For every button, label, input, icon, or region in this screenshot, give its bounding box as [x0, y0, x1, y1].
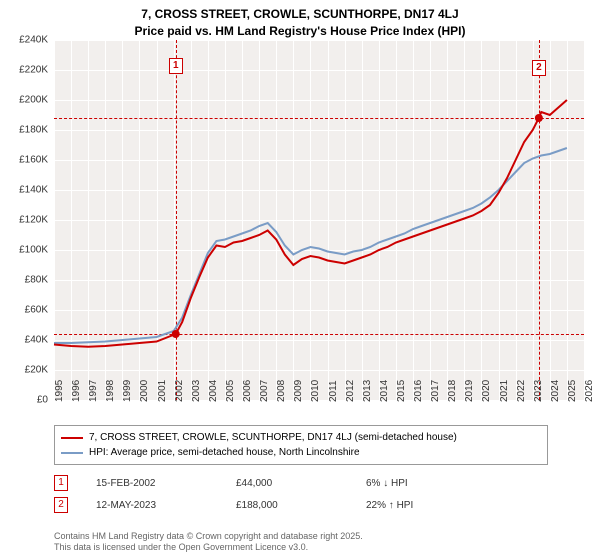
transaction-date: 12-MAY-2023 [96, 500, 236, 511]
y-axis-label: £0 [37, 395, 48, 406]
legend-swatch [61, 452, 83, 454]
series-price_paid [54, 100, 567, 347]
x-axis-label: 2001 [157, 380, 168, 402]
y-axis-label: £140K [19, 185, 48, 196]
x-axis-label: 2020 [481, 380, 492, 402]
legend-swatch [61, 437, 83, 439]
x-axis-label: 2008 [276, 380, 287, 402]
x-axis-label: 2022 [516, 380, 527, 402]
x-axis-label: 1996 [71, 380, 82, 402]
legend-row: 7, CROSS STREET, CROWLE, SCUNTHORPE, DN1… [61, 430, 541, 445]
x-axis-label: 2006 [242, 380, 253, 402]
x-axis-label: 2009 [293, 380, 304, 402]
marker-label: 1 [169, 58, 183, 74]
footer-attribution: Contains HM Land Registry data © Crown c… [54, 531, 363, 554]
x-axis-label: 2018 [447, 380, 458, 402]
x-axis-label: 2002 [174, 380, 185, 402]
chart-title: 7, CROSS STREET, CROWLE, SCUNTHORPE, DN1… [0, 0, 600, 23]
y-axis-label: £220K [19, 65, 48, 76]
marker-label: 2 [532, 60, 546, 76]
transaction-price: £188,000 [236, 500, 366, 511]
transaction-marker: 1 [54, 475, 68, 491]
legend-label: 7, CROSS STREET, CROWLE, SCUNTHORPE, DN1… [89, 430, 457, 445]
footer-line2: This data is licensed under the Open Gov… [54, 542, 363, 554]
transaction-row: 1 15-FEB-2002£44,0006% ↓ HPI [54, 472, 486, 494]
x-axis-label: 1997 [88, 380, 99, 402]
x-axis-label: 2007 [259, 380, 270, 402]
chart-lines [0, 40, 600, 420]
legend-label: HPI: Average price, semi-detached house,… [89, 445, 360, 460]
x-axis-label: 2011 [328, 380, 339, 402]
y-axis-label: £80K [25, 275, 48, 286]
y-axis-label: £40K [25, 335, 48, 346]
x-axis-label: 2015 [396, 380, 407, 402]
x-axis-label: 2004 [208, 380, 219, 402]
transaction-date: 15-FEB-2002 [96, 478, 236, 489]
footer-line1: Contains HM Land Registry data © Crown c… [54, 531, 363, 543]
legend: 7, CROSS STREET, CROWLE, SCUNTHORPE, DN1… [54, 425, 548, 465]
legend-row: HPI: Average price, semi-detached house,… [61, 445, 541, 460]
marker-dot [172, 330, 180, 338]
x-axis-label: 2005 [225, 380, 236, 402]
chart-subtitle: Price paid vs. HM Land Registry's House … [0, 23, 600, 40]
x-axis-label: 2026 [584, 380, 595, 402]
x-axis-label: 2010 [310, 380, 321, 402]
x-axis-label: 2016 [413, 380, 424, 402]
x-axis-label: 1998 [105, 380, 116, 402]
transaction-pct: 6% ↓ HPI [366, 478, 486, 489]
y-axis-label: £120K [19, 215, 48, 226]
chart-area: 1 2 £0 £20K £40K £60K £80K £100K £120K £140K £160… [0, 40, 600, 420]
y-axis-label: £20K [25, 365, 48, 376]
y-axis-label: £200K [19, 95, 48, 106]
transaction-marker: 2 [54, 497, 68, 513]
x-axis-label: 2019 [464, 380, 475, 402]
y-axis-label: £180K [19, 125, 48, 136]
y-axis-label: £160K [19, 155, 48, 166]
x-axis-label: 1995 [54, 380, 65, 402]
transaction-table: 1 15-FEB-2002£44,0006% ↓ HPI 2 12-MAY-2023£… [54, 472, 486, 516]
transaction-pct: 22% ↑ HPI [366, 500, 486, 511]
x-axis-label: 2023 [533, 380, 544, 402]
x-axis-label: 1999 [122, 380, 133, 402]
x-axis-label: 2021 [499, 380, 510, 402]
transaction-price: £44,000 [236, 478, 366, 489]
series-hpi [54, 148, 567, 343]
x-axis-label: 2017 [430, 380, 441, 402]
marker-dot [535, 114, 543, 122]
transaction-row: 2 12-MAY-2023£188,00022% ↑ HPI [54, 494, 486, 516]
y-axis-label: £60K [25, 305, 48, 316]
x-axis-label: 2012 [345, 380, 356, 402]
y-axis-label: £100K [19, 245, 48, 256]
x-axis-label: 2003 [191, 380, 202, 402]
x-axis-label: 2024 [550, 380, 561, 402]
y-axis-label: £240K [19, 35, 48, 46]
x-axis-label: 2025 [567, 380, 578, 402]
x-axis-label: 2000 [139, 380, 150, 402]
x-axis-label: 2013 [362, 380, 373, 402]
x-axis-label: 2014 [379, 380, 390, 402]
